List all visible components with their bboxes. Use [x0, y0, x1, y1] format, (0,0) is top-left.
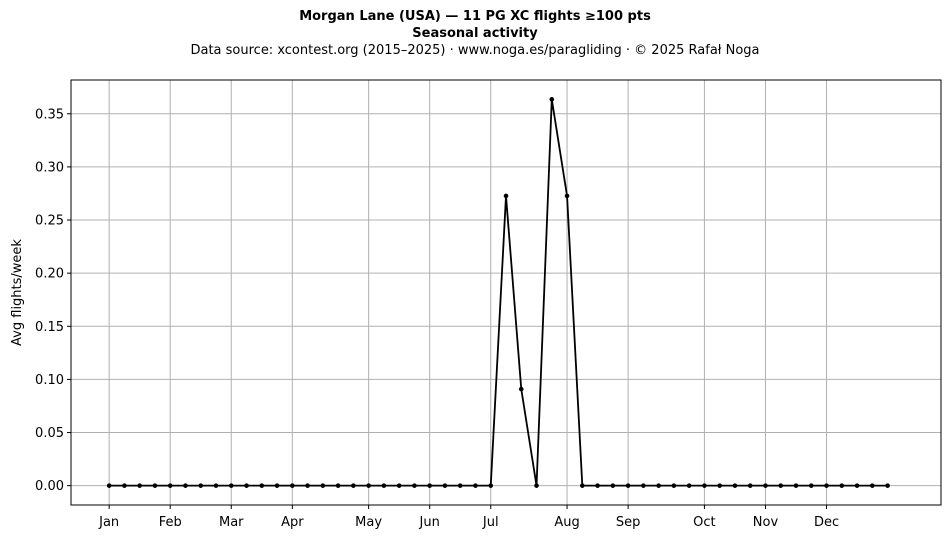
- plot-frame: [70, 79, 942, 506]
- data-point: [412, 483, 417, 488]
- data-point: [732, 483, 738, 488]
- data-point: [290, 483, 295, 488]
- data-point: [839, 483, 845, 488]
- data-point: [198, 483, 204, 488]
- grid: [71, 80, 941, 505]
- y-tick-label: 0.25: [35, 214, 64, 229]
- data-point: [457, 483, 463, 488]
- x-tick-label: Jan: [98, 515, 119, 530]
- y-tick-label: 0.15: [35, 320, 64, 335]
- data-point: [244, 483, 249, 488]
- data-point: [320, 483, 326, 488]
- data-point: [183, 483, 188, 488]
- data-point: [442, 483, 448, 488]
- y-axis: 0.00 0.05 0.10 0.15 0.20 0.25 0.30 0.35: [35, 107, 71, 494]
- data-point: [778, 483, 784, 488]
- data-point: [564, 193, 570, 199]
- data-point: [503, 193, 509, 199]
- series-layer: [106, 97, 890, 488]
- data-point: [702, 483, 707, 488]
- x-tick-label: Jul: [482, 515, 499, 530]
- x-axis: Jan Feb Mar Apr May Jun Jul Aug Sep Oct Nov Dec: [98, 505, 839, 530]
- data-point: [106, 483, 112, 488]
- data-point: [747, 483, 753, 488]
- y-tick-label: 0.00: [35, 479, 64, 494]
- data-point: [534, 483, 539, 488]
- x-tick-label: Feb: [159, 515, 182, 530]
- data-point: [122, 483, 127, 488]
- x-tick-label: Aug: [554, 515, 579, 530]
- data-point: [427, 483, 432, 488]
- x-tick-label: Nov: [753, 515, 779, 530]
- data-point: [641, 483, 646, 488]
- data-point: [335, 483, 341, 488]
- data-point: [396, 483, 402, 488]
- data-point: [518, 386, 524, 392]
- data-point: [854, 483, 860, 488]
- data-point: [259, 483, 265, 488]
- data-point: [870, 483, 875, 488]
- data-point: [717, 483, 722, 488]
- y-tick-label: 0.35: [35, 107, 64, 122]
- chart-title: Morgan Lane (USA) — 11 PG XC flights ≥10…: [299, 9, 651, 24]
- x-tick-label: Sep: [616, 515, 641, 530]
- series-line: [109, 98, 888, 487]
- x-tick-label: May: [355, 515, 382, 530]
- data-point: [167, 483, 173, 488]
- data-source-line: Data source: xcontest.org (2015–2025) · …: [190, 43, 760, 58]
- y-tick-label: 0.20: [35, 267, 64, 282]
- y-tick-label: 0.05: [35, 426, 64, 441]
- data-point: [152, 483, 158, 488]
- data-point: [686, 483, 692, 488]
- data-point: [808, 483, 814, 488]
- data-point: [885, 483, 890, 488]
- data-point: [366, 483, 371, 488]
- data-point: [137, 483, 142, 488]
- data-point: [228, 483, 234, 488]
- data-point: [671, 483, 677, 488]
- data-point: [793, 483, 799, 488]
- data-point: [824, 483, 829, 488]
- x-tick-label: Jun: [419, 515, 440, 530]
- data-point: [610, 483, 616, 488]
- data-point: [213, 483, 219, 488]
- y-tick-label: 0.30: [35, 160, 64, 175]
- x-tick-label: Mar: [219, 515, 244, 530]
- x-tick-label: Oct: [693, 515, 715, 530]
- data-point: [549, 97, 555, 102]
- y-axis-label: Avg flights/week: [10, 239, 25, 346]
- x-tick-label: Apr: [281, 515, 304, 530]
- data-point: [763, 483, 768, 488]
- data-point: [656, 483, 661, 488]
- data-point: [595, 483, 600, 488]
- chart-subtitle: Seasonal activity: [412, 26, 538, 41]
- data-point: [473, 483, 478, 488]
- data-point: [580, 483, 585, 488]
- data-point: [274, 483, 280, 488]
- data-point: [305, 483, 310, 488]
- x-tick-label: Dec: [814, 515, 839, 530]
- data-point: [488, 483, 494, 488]
- data-point: [351, 483, 356, 488]
- data-point: [625, 483, 631, 488]
- y-tick-label: 0.10: [35, 373, 64, 388]
- data-point: [381, 483, 387, 488]
